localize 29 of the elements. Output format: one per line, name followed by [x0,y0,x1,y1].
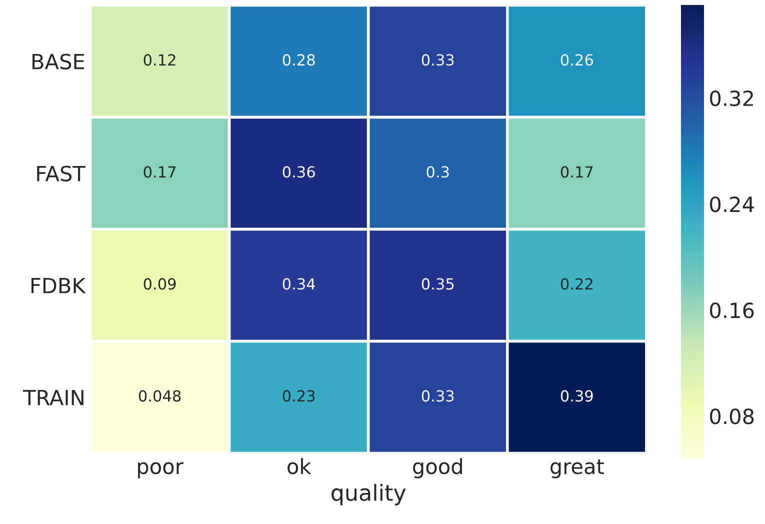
y-tick-label: TRAIN [22,390,84,406]
x-tick-label: poor [138,462,184,478]
x-tick-label: ok [288,458,312,474]
data-label: 0.22 [560,278,592,290]
data-label: 0.26 [560,54,593,66]
color-bar-label: 0.16 [710,302,754,318]
color-bar-label: 0.32 [710,90,753,106]
color-bar-label: 0.24 [710,196,754,212]
data-label: 0.12 [144,54,176,66]
data-label: 0.09 [144,278,176,290]
data-label: 0.23 [282,390,315,402]
data-label: 0.17 [560,166,593,178]
data-label: 0.33 [422,390,454,402]
data-label: 0.3 [426,166,449,178]
data-label: 0.39 [560,390,593,402]
data-label: 0.048 [138,390,181,402]
x-axis-title: quality [332,484,406,506]
data-label: 0.35 [422,278,454,290]
data-label: 0.34 [282,278,315,290]
data-label: 0.36 [282,166,315,178]
data-label: 0.28 [282,54,315,66]
y-tick-label: BASE [32,54,84,70]
data-label: 0.33 [422,54,454,66]
x-tick-label: good [413,458,462,478]
x-tick-label: great [550,459,604,478]
y-tick-label: FDBK [31,278,86,294]
color-bar-label: 0.08 [710,408,754,424]
data-label: 0.17 [144,166,176,178]
y-tick-label: FAST [37,166,86,182]
